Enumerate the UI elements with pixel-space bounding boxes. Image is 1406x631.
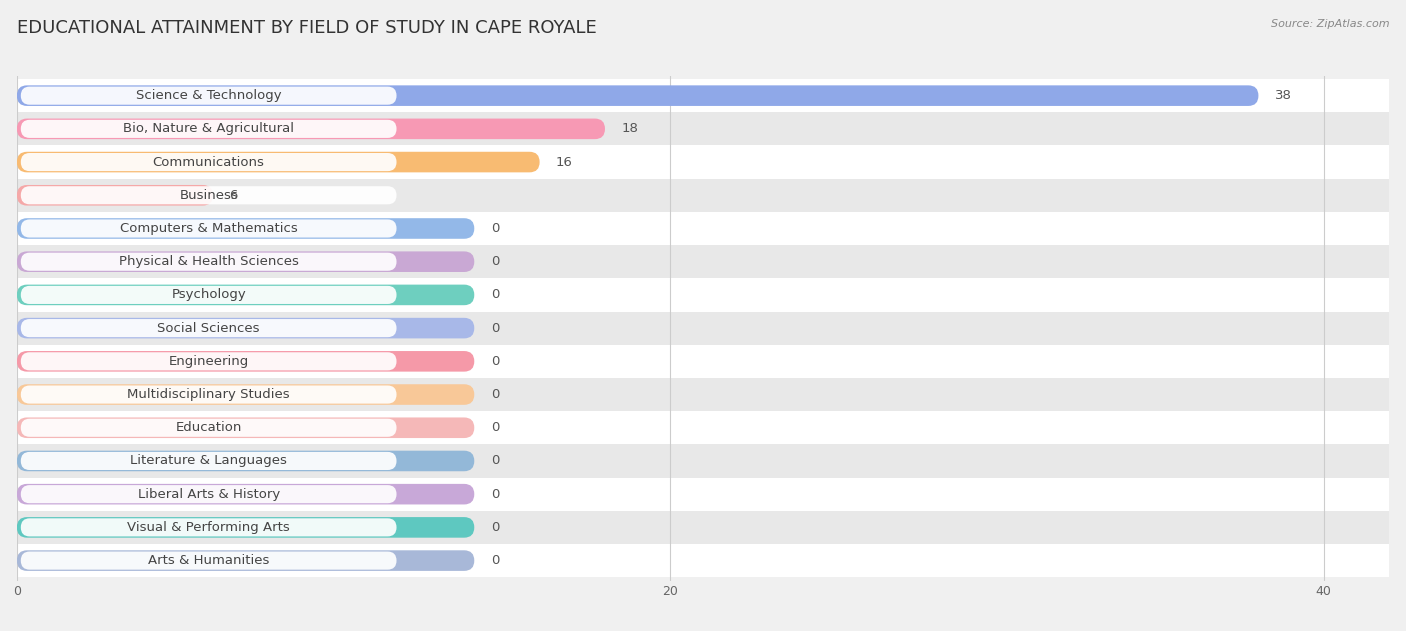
FancyBboxPatch shape xyxy=(21,518,396,536)
Text: Literature & Languages: Literature & Languages xyxy=(131,454,287,468)
FancyBboxPatch shape xyxy=(21,551,396,570)
FancyBboxPatch shape xyxy=(17,185,212,206)
Text: Communications: Communications xyxy=(153,156,264,168)
FancyBboxPatch shape xyxy=(17,510,1406,544)
FancyBboxPatch shape xyxy=(21,86,396,105)
Text: 6: 6 xyxy=(229,189,238,202)
FancyBboxPatch shape xyxy=(17,245,1406,278)
Text: 0: 0 xyxy=(491,488,499,500)
FancyBboxPatch shape xyxy=(21,319,396,337)
Text: Psychology: Psychology xyxy=(172,288,246,302)
Text: 0: 0 xyxy=(491,554,499,567)
FancyBboxPatch shape xyxy=(21,386,396,404)
FancyBboxPatch shape xyxy=(21,485,396,504)
FancyBboxPatch shape xyxy=(21,252,396,271)
Text: 0: 0 xyxy=(491,222,499,235)
FancyBboxPatch shape xyxy=(17,517,474,538)
Text: 0: 0 xyxy=(491,388,499,401)
Text: 0: 0 xyxy=(491,255,499,268)
FancyBboxPatch shape xyxy=(17,444,1406,478)
Text: Arts & Humanities: Arts & Humanities xyxy=(148,554,270,567)
FancyBboxPatch shape xyxy=(17,285,474,305)
FancyBboxPatch shape xyxy=(17,119,605,139)
Text: Visual & Performing Arts: Visual & Performing Arts xyxy=(128,521,290,534)
FancyBboxPatch shape xyxy=(17,484,474,504)
FancyBboxPatch shape xyxy=(17,345,1406,378)
Text: 38: 38 xyxy=(1275,89,1292,102)
Text: 0: 0 xyxy=(491,422,499,434)
FancyBboxPatch shape xyxy=(21,286,396,304)
Text: 0: 0 xyxy=(491,322,499,334)
FancyBboxPatch shape xyxy=(17,218,474,239)
FancyBboxPatch shape xyxy=(17,79,1406,112)
FancyBboxPatch shape xyxy=(17,152,540,172)
Text: Source: ZipAtlas.com: Source: ZipAtlas.com xyxy=(1271,19,1389,29)
FancyBboxPatch shape xyxy=(17,378,1406,411)
Text: 16: 16 xyxy=(555,156,572,168)
FancyBboxPatch shape xyxy=(17,418,474,438)
Text: 0: 0 xyxy=(491,355,499,368)
FancyBboxPatch shape xyxy=(17,550,474,571)
FancyBboxPatch shape xyxy=(21,186,396,204)
FancyBboxPatch shape xyxy=(17,312,1406,345)
Text: Multidisciplinary Studies: Multidisciplinary Studies xyxy=(128,388,290,401)
Text: 0: 0 xyxy=(491,521,499,534)
FancyBboxPatch shape xyxy=(21,120,396,138)
Text: 18: 18 xyxy=(621,122,638,136)
Text: Engineering: Engineering xyxy=(169,355,249,368)
Text: Science & Technology: Science & Technology xyxy=(136,89,281,102)
Text: Social Sciences: Social Sciences xyxy=(157,322,260,334)
FancyBboxPatch shape xyxy=(17,478,1406,510)
FancyBboxPatch shape xyxy=(21,153,396,171)
FancyBboxPatch shape xyxy=(21,452,396,470)
FancyBboxPatch shape xyxy=(17,212,1406,245)
FancyBboxPatch shape xyxy=(17,85,1258,106)
FancyBboxPatch shape xyxy=(17,544,1406,577)
FancyBboxPatch shape xyxy=(17,179,1406,212)
FancyBboxPatch shape xyxy=(21,419,396,437)
FancyBboxPatch shape xyxy=(21,220,396,237)
FancyBboxPatch shape xyxy=(17,451,474,471)
FancyBboxPatch shape xyxy=(21,352,396,370)
Text: Physical & Health Sciences: Physical & Health Sciences xyxy=(118,255,298,268)
Text: Business: Business xyxy=(180,189,238,202)
FancyBboxPatch shape xyxy=(17,351,474,372)
FancyBboxPatch shape xyxy=(17,112,1406,146)
FancyBboxPatch shape xyxy=(17,278,1406,312)
Text: Liberal Arts & History: Liberal Arts & History xyxy=(138,488,280,500)
Text: 0: 0 xyxy=(491,288,499,302)
Text: Education: Education xyxy=(176,422,242,434)
FancyBboxPatch shape xyxy=(17,251,474,272)
Text: Bio, Nature & Agricultural: Bio, Nature & Agricultural xyxy=(124,122,294,136)
FancyBboxPatch shape xyxy=(17,384,474,405)
Text: 0: 0 xyxy=(491,454,499,468)
FancyBboxPatch shape xyxy=(17,318,474,338)
FancyBboxPatch shape xyxy=(17,146,1406,179)
Text: EDUCATIONAL ATTAINMENT BY FIELD OF STUDY IN CAPE ROYALE: EDUCATIONAL ATTAINMENT BY FIELD OF STUDY… xyxy=(17,19,596,37)
FancyBboxPatch shape xyxy=(17,411,1406,444)
Text: Computers & Mathematics: Computers & Mathematics xyxy=(120,222,298,235)
